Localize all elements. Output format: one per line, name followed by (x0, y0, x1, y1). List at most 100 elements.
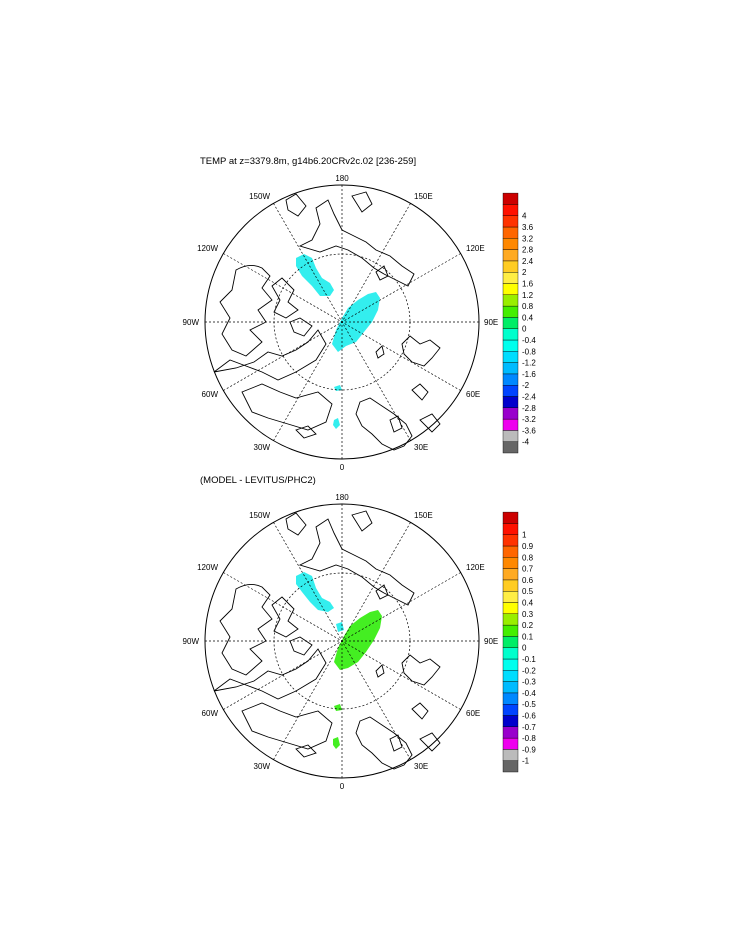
colorbar-swatch (502, 545, 519, 558)
graticule-1 (205, 185, 479, 459)
colorbar-swatch (502, 385, 519, 397)
lon-label-120w: 120W (197, 244, 218, 253)
colorbar-swatch (502, 715, 519, 728)
colorbar-tick-label: 0.4 (522, 313, 534, 322)
anomaly-patch-canada (296, 254, 334, 296)
longitude-labels-1: 180 150E 120E 90E 60E 30E 0 30W 60W 90W … (183, 174, 499, 472)
lon-label-30e: 30E (414, 443, 428, 452)
difference-patch-canada (296, 572, 334, 612)
colorbar-tick-label: -2.4 (522, 393, 536, 402)
colorbar-swatch (502, 681, 519, 694)
graticule-2 (205, 504, 479, 778)
colorbar-tick-label: -0.1 (522, 655, 536, 664)
panel-1-title: TEMP at z=3379.8m, g14b6.20CRv2c.02 [236… (200, 156, 416, 167)
colorbar-tick-label: -4 (522, 438, 530, 447)
polar-map-1: 180 150E 120E 90E 60E 30E 0 30W 60W 90W … (183, 174, 499, 472)
colorbar-swatch (502, 511, 519, 524)
difference-patch-small-1 (334, 704, 342, 711)
colorbar-swatch (502, 430, 519, 442)
colorbar-tick-label: -0.6 (522, 712, 536, 721)
colorbar-tick-label: -0.9 (522, 745, 536, 754)
lon-label-120e: 120E (466, 563, 485, 572)
colorbar-1: -4 -3.6 -3.2 -2.8 -2.4 -2 -1.6 -1.2 -0.8 -0.4 0 0.4… (502, 192, 536, 454)
colorbar-tick-label: 0 (522, 644, 527, 653)
colorbar-swatch (502, 418, 519, 431)
colorbar-swatch (502, 215, 519, 228)
colorbar-swatch (502, 204, 519, 216)
colorbar-tick-label: 2.8 (522, 246, 534, 255)
lon-label-60w: 60W (202, 709, 219, 718)
colorbar-tick-label: -0.5 (522, 700, 536, 709)
lon-label-90e: 90E (484, 318, 498, 327)
colorbar-swatch (502, 749, 519, 761)
colorbar-tick-label: -0.4 (522, 689, 536, 698)
colorbar-2: -1 -0.9 -0.8 -0.7 -0.6 -0.5 -0.4 -0.3 -0.2 -0.1 0 0… (502, 511, 536, 773)
coastlines-1 (213, 191, 441, 451)
colorbar-tick-label: 0 (522, 325, 527, 334)
colorbar-tick-label: -2 (522, 381, 530, 390)
colorbar-swatch (502, 647, 519, 660)
colorbar-swatch (502, 238, 519, 250)
colorbar-swatch (502, 613, 519, 626)
colorbar-swatch (502, 557, 519, 569)
colorbar-swatch (502, 579, 519, 592)
colorbar-tick-label: 3.6 (522, 223, 534, 232)
colorbar-tick-label: -0.7 (522, 723, 536, 732)
colorbar-tick-label: 1.6 (522, 280, 534, 289)
map-boundary-1 (204, 184, 480, 460)
colorbar-swatch (502, 737, 519, 750)
colorbar-swatch (502, 226, 519, 239)
lon-label-60e: 60E (466, 709, 480, 718)
colorbar-tick-label: 3.2 (522, 234, 534, 243)
difference-patch-cyan-small (336, 622, 344, 632)
colorbar-swatch (502, 726, 519, 739)
panel-2: (MODEL - LEVITUS/PHC2) (183, 475, 537, 791)
lon-label-120w: 120W (197, 563, 218, 572)
lon-label-150w: 150W (249, 192, 270, 201)
colorbar-swatch (502, 523, 519, 535)
colorbar-swatch (502, 260, 519, 273)
colorbar-swatch (502, 670, 519, 682)
colorbar-swatch (502, 272, 519, 284)
colorbar-tick-label: 0.7 (522, 565, 534, 574)
colorbar-tick-label: 0.2 (522, 621, 534, 630)
anomaly-patch-small-2 (333, 418, 340, 429)
colorbar-tick-label: 0.1 (522, 632, 534, 641)
colorbar-swatch (502, 249, 519, 262)
map-boundary-2 (204, 503, 480, 779)
difference-patch-eurasian-basin (334, 610, 382, 670)
colorbar-swatch (502, 534, 519, 547)
colorbar-tick-label: 0.5 (522, 587, 534, 596)
polar-map-2: 180 150E 120E 90E 60E 30E 0 30W 60W 90W … (183, 493, 499, 791)
colorbar-swatch (502, 568, 519, 581)
lon-label-0: 0 (340, 463, 345, 472)
colorbar-tick-label: 2.4 (522, 257, 534, 266)
colorbar-tick-label: 2 (522, 268, 527, 277)
colorbar-tick-label: 0.6 (522, 576, 534, 585)
colorbar-tick-label: -0.4 (522, 336, 536, 345)
lon-label-30e: 30E (414, 762, 428, 771)
colorbar-swatch (502, 636, 519, 648)
colorbar-tick-label: -1.2 (522, 359, 536, 368)
lon-label-150e: 150E (414, 511, 433, 520)
longitude-labels-2: 180 150E 120E 90E 60E 30E 0 30W 60W 90W … (183, 493, 499, 791)
lon-label-180: 180 (335, 493, 349, 502)
colorbar-swatch (502, 396, 519, 409)
colorbar-swatch (502, 351, 519, 363)
colorbar-swatch (502, 339, 519, 352)
lon-label-60w: 60W (202, 390, 219, 399)
lon-label-90w: 90W (183, 318, 200, 327)
colorbar-swatch (502, 624, 519, 637)
difference-patch-small-2 (333, 737, 340, 749)
colorbar-swatch (502, 317, 519, 329)
coastlines-2 (213, 510, 441, 770)
colorbar-swatch (502, 362, 519, 375)
colorbar-swatch (502, 294, 519, 307)
lon-label-90e: 90E (484, 637, 498, 646)
colorbar-swatch (502, 602, 519, 615)
colorbar-swatch (502, 407, 519, 420)
colorbar-tick-label: 0.4 (522, 599, 534, 608)
anomaly-patch-eurasian-basin (332, 292, 380, 352)
colorbar-tick-label: -2.8 (522, 404, 536, 413)
